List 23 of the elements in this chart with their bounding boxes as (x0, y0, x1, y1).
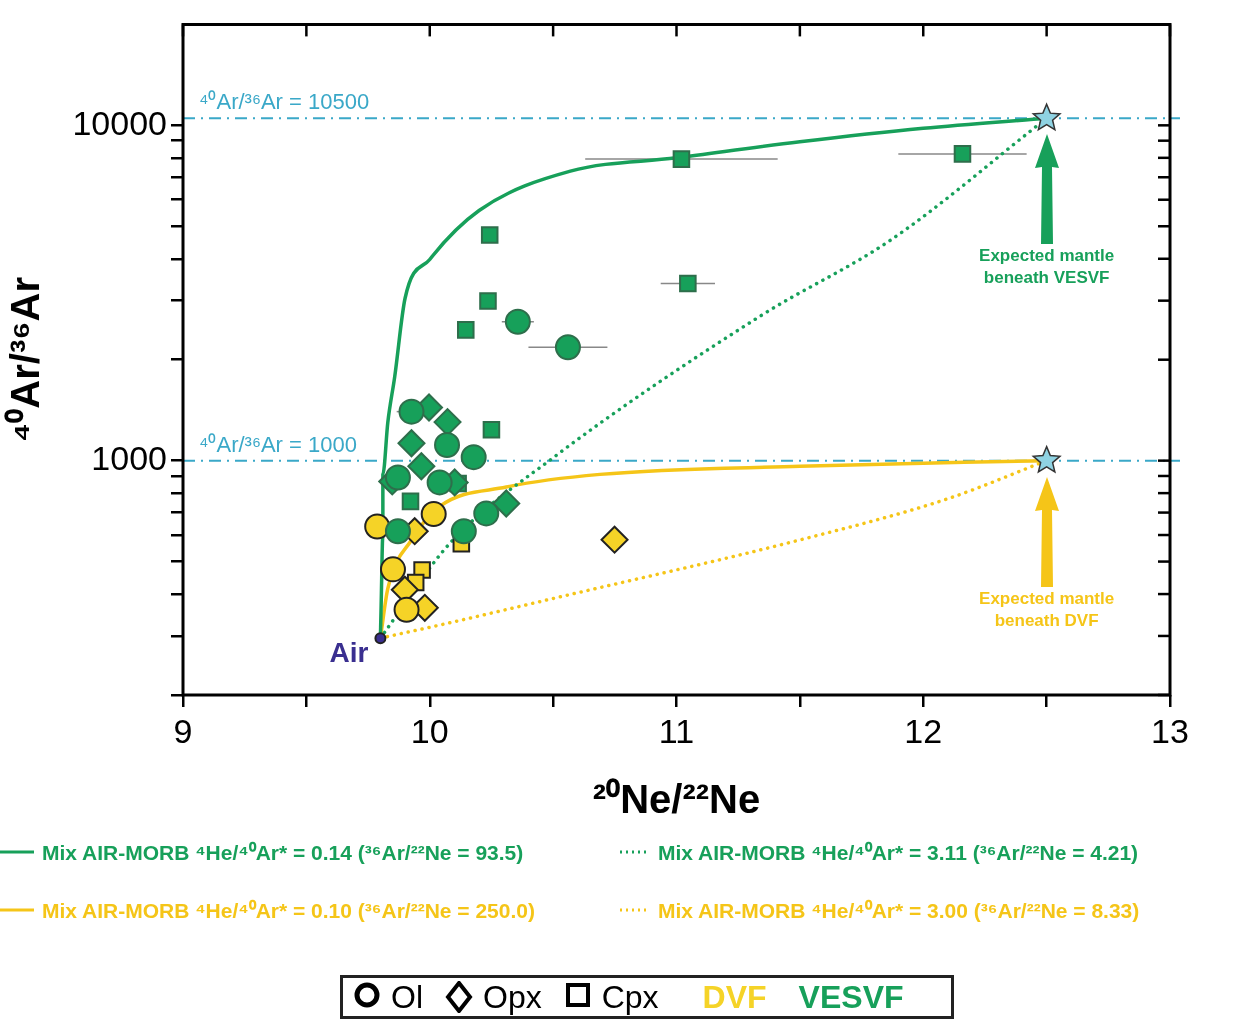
annotation: Air (329, 636, 369, 668)
ref-line-label: ⁴⁰Ar/³⁶Ar = 1000 (199, 431, 357, 457)
ref-line-label: ⁴⁰Ar/³⁶Ar = 10500 (199, 89, 370, 115)
legend-label: Mix AIR-MORB ⁴He/⁴⁰Ar* = 0.10 (³⁶Ar/²²Ne = 250.0) (42, 898, 535, 924)
x-tick-label: 13 (1151, 711, 1189, 750)
x-axis-title: ²⁰Ne/²²Ne (592, 777, 761, 822)
text: DVF (702, 978, 767, 1016)
x-tick-label: 9 (173, 711, 193, 750)
x-tick-label: 10 (410, 711, 449, 750)
x-tick-label: 11 (658, 711, 695, 750)
annotation: Expected mantle beneath DVF (979, 588, 1115, 630)
y-tick-label: 1000 (91, 439, 167, 478)
text: Opx (483, 978, 542, 1016)
legend-label: Mix AIR-MORB ⁴He/⁴⁰Ar* = 0.14 (³⁶Ar/²²Ne = 93.5) (42, 840, 524, 866)
legend-label: Mix AIR-MORB ⁴He/⁴⁰Ar* = 3.00 (³⁶Ar/²²Ne = 8.33) (658, 898, 1140, 924)
y-axis-title: ⁴⁰Ar/³⁶Ar (3, 276, 48, 443)
annotation: Expected mantle beneath VESVF (979, 246, 1115, 288)
text: Cpx (601, 978, 659, 1016)
legend-label: Mix AIR-MORB ⁴He/⁴⁰Ar* = 3.11 (³⁶Ar/²²Ne = 4.21) (658, 840, 1139, 866)
x-tick-label: 12 (904, 711, 943, 750)
y-tick-label: 10000 (72, 103, 167, 142)
text: VESVF (798, 978, 904, 1016)
text: Ol (391, 978, 423, 1016)
